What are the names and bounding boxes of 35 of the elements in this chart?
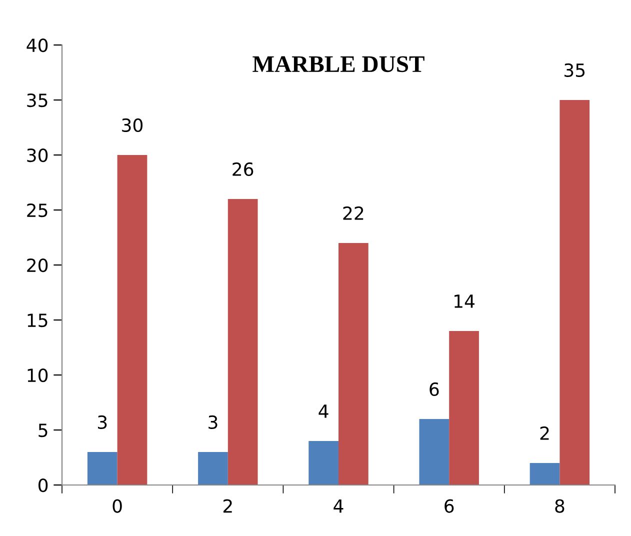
data-label: 6 (430, 382, 439, 396)
y-tick-label: 10 (28, 368, 48, 382)
data-label: 22 (343, 206, 364, 220)
data-label: 30 (122, 118, 143, 132)
data-label: 14 (454, 294, 475, 308)
bar (449, 331, 479, 485)
y-tick-label: 15 (28, 314, 48, 328)
bar (530, 463, 560, 485)
x-tick-label: 8 (555, 499, 564, 513)
data-label: 3 (98, 415, 107, 430)
bar (419, 419, 450, 485)
data-label: 2 (540, 426, 549, 440)
data-label: 4 (318, 404, 328, 418)
data-label: 35 (564, 63, 585, 78)
y-tick-label: 0 (38, 478, 48, 492)
y-tick-label: 35 (27, 93, 48, 108)
bar (198, 452, 228, 485)
y-tick-label: 25 (27, 203, 48, 218)
y-tick-label: 20 (27, 258, 48, 272)
bar (87, 452, 118, 485)
bar (308, 441, 338, 485)
chart-title: MARBLE DUST (252, 56, 424, 72)
x-tick-label: 2 (223, 499, 232, 513)
bar (117, 155, 148, 485)
y-tick-label: 30 (27, 148, 48, 162)
y-tick-label: 40 (26, 38, 48, 52)
y-tick-label: 5 (38, 424, 48, 438)
bar (560, 100, 590, 485)
x-tick-label: 0 (112, 499, 122, 513)
data-label: 26 (232, 162, 254, 176)
x-tick-label: 6 (444, 499, 454, 513)
x-tick-label: 4 (334, 499, 344, 513)
data-label: 3 (208, 415, 218, 430)
bar (228, 199, 258, 485)
bar (338, 243, 368, 485)
